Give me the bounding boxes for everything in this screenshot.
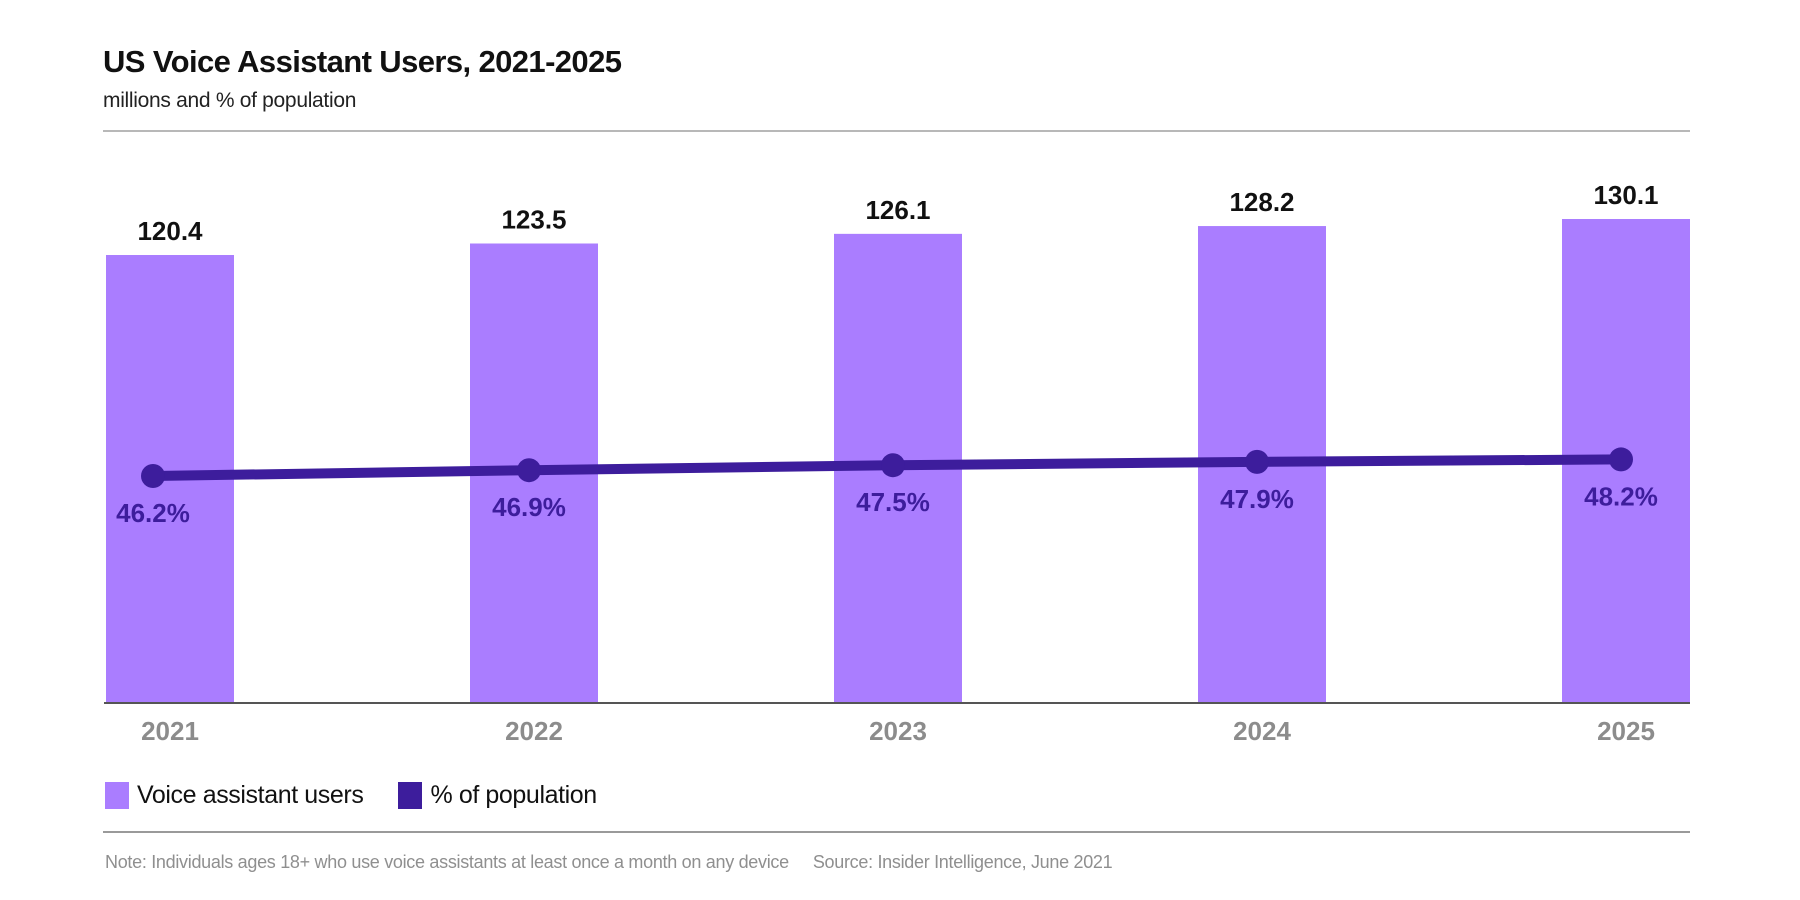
- population-point-2023: [881, 453, 905, 478]
- footer-note: Note: Individuals ages 18+ who use voice…: [105, 852, 789, 872]
- footer-source: Source: Insider Intelligence, June 2021: [812, 852, 1113, 872]
- population-point-2024: [1245, 449, 1269, 474]
- footer-divider: [103, 831, 1690, 833]
- bar-value-label: 130.1: [1593, 180, 1658, 210]
- legend-swatch-bar: [105, 782, 129, 809]
- bar-value-label: 126.1: [865, 195, 930, 225]
- x-tick-label: 2025: [1597, 716, 1655, 746]
- header-divider: [103, 130, 1690, 132]
- chart-legend: Voice assistant users % of population: [105, 781, 632, 810]
- legend-label-population: % of population: [430, 781, 597, 809]
- chart-title: US Voice Assistant Users, 2021-2025: [103, 44, 622, 79]
- legend-item-population: % of population: [398, 781, 597, 810]
- population-point-2025: [1609, 447, 1633, 472]
- x-tick-label: 2023: [869, 716, 927, 746]
- x-tick-label: 2024: [1233, 716, 1291, 746]
- x-tick-label: 2021: [141, 716, 199, 746]
- x-tick-label: 2022: [505, 716, 563, 746]
- bar-value-label: 128.2: [1229, 187, 1294, 217]
- population-value-label: 48.2%: [1584, 481, 1658, 511]
- chart-subtitle: millions and % of population: [103, 89, 357, 112]
- legend-swatch-line: [398, 782, 423, 809]
- chart-footer: Note: Individuals ages 18+ who use voice…: [105, 852, 1113, 873]
- chart-plot-area: 120.4 2021 123.5 2022 126.1 2023 128.2 2024 130.…: [104, 180, 1690, 746]
- bar-value-label: 120.4: [137, 216, 203, 246]
- population-value-label: 46.2%: [116, 498, 190, 528]
- population-point-2022: [517, 458, 541, 483]
- bar-value-label: 123.5: [501, 205, 566, 235]
- population-value-label: 47.5%: [856, 487, 930, 517]
- legend-item-users: Voice assistant users: [105, 781, 364, 810]
- legend-label-users: Voice assistant users: [137, 781, 364, 809]
- population-value-label: 47.9%: [1220, 484, 1294, 514]
- population-point-2021: [141, 464, 165, 488]
- population-value-label: 46.9%: [492, 492, 566, 522]
